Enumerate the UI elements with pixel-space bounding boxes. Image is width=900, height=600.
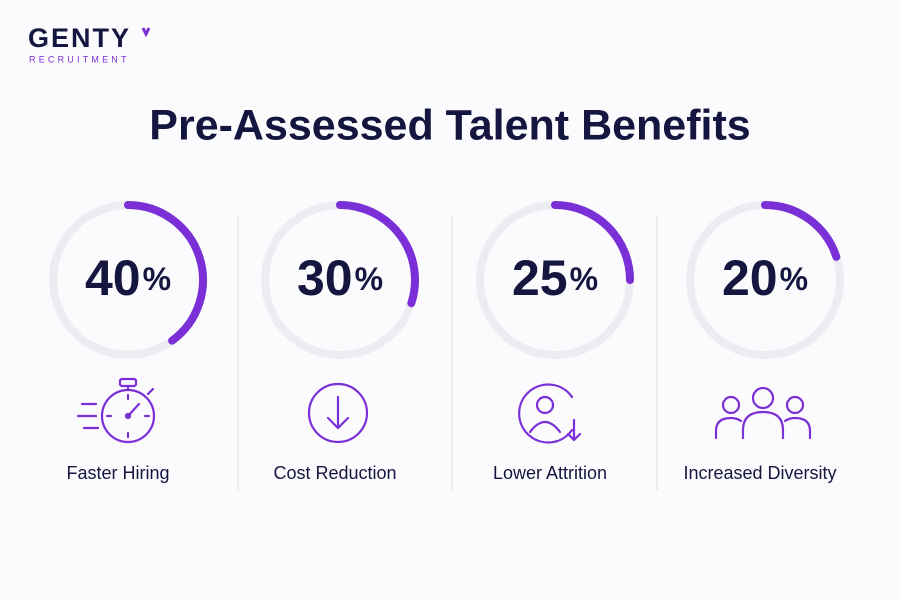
ring-progress [336, 201, 419, 308]
logo-accent [141, 27, 151, 38]
stat-label: Faster Hiring [66, 463, 169, 483]
stat-number: 40 [85, 250, 141, 306]
ring-progress [761, 201, 841, 261]
logo-subtitle: RECRUITMENT [29, 54, 130, 64]
ring-progress [124, 201, 207, 345]
logo: GENTY [28, 23, 131, 53]
stat-unit: % [780, 261, 808, 297]
cost-down-icon [307, 382, 369, 444]
ring-progress [551, 201, 634, 284]
stat-unit: % [570, 261, 598, 297]
stat-value: 40% [85, 250, 171, 306]
stat-label: Lower Attrition [493, 463, 607, 483]
title: Pre-Assessed Talent Benefits [149, 101, 750, 149]
stat-number: 30 [297, 250, 353, 306]
stat-unit: % [143, 261, 171, 297]
attrition-icon [518, 383, 582, 444]
stat-value: 25% [512, 250, 598, 306]
stat-number: 25 [512, 250, 568, 306]
dividers [237, 215, 658, 490]
stat-label: Increased Diversity [683, 463, 836, 483]
stopwatch-icon [76, 377, 156, 444]
stat-value: 30% [297, 250, 383, 306]
stat-value: 20% [722, 250, 808, 306]
stat-unit: % [355, 261, 383, 297]
stat-label: Cost Reduction [273, 463, 396, 483]
stat-number: 20 [722, 250, 778, 306]
diversity-icon [714, 386, 812, 440]
